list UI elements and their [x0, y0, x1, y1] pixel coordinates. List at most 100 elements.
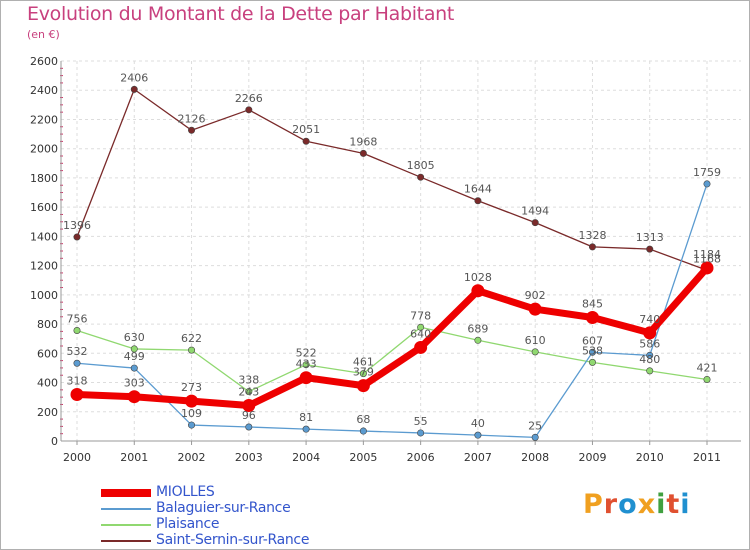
data-point-saint-sernin-sur-rance	[531, 219, 539, 227]
data-label-miolles: 1028	[464, 271, 492, 284]
data-point-saint-sernin-sur-rance	[417, 173, 425, 181]
data-point-miolles	[585, 311, 599, 324]
data-point-saint-sernin-sur-rance	[130, 85, 138, 93]
data-label-balaguier-sur-rance: 81	[299, 411, 313, 424]
data-point-miolles	[471, 284, 485, 298]
data-point-miolles	[528, 302, 542, 316]
data-label-miolles: 379	[353, 366, 374, 379]
data-label-saint-sernin-sur-rance: 1494	[521, 205, 549, 218]
data-label-balaguier-sur-rance: 532	[67, 345, 88, 358]
x-tick-label: 2002	[178, 451, 206, 464]
data-label-saint-sernin-sur-rance: 1805	[407, 159, 435, 172]
x-tick-label: 2005	[349, 451, 377, 464]
y-tick-label: 200	[37, 406, 58, 419]
label-layer: 1396 2406 2126 2266 2051 1968 1805 1644 1494 1328…	[63, 71, 721, 432]
chart-title: Evolution du Montant de la Dette par Hab…	[27, 3, 455, 25]
data-point-balaguier-sur-rance	[302, 425, 310, 433]
data-point-balaguier-sur-rance	[130, 364, 138, 372]
data-point-miolles	[127, 390, 141, 404]
data-label-saint-sernin-sur-rance: 1328	[578, 229, 606, 242]
data-point-balaguier-sur-rance	[646, 351, 654, 359]
chart-subtitle: (en €)	[27, 28, 60, 41]
data-point-plaisance	[588, 358, 596, 366]
legend-label-miolles: MIOLLES	[156, 484, 215, 500]
x-tick-label: 2010	[636, 451, 664, 464]
data-point-plaisance	[130, 345, 138, 353]
y-tick-label: 800	[37, 318, 58, 331]
data-point-plaisance	[703, 375, 711, 383]
data-label-balaguier-sur-rance: 25	[528, 419, 542, 432]
data-point-plaisance	[474, 336, 482, 344]
y-tick-label: 1000	[30, 289, 58, 302]
data-label-plaisance: 480	[639, 353, 660, 366]
data-label-plaisance: 522	[296, 347, 317, 360]
data-point-miolles	[643, 326, 657, 340]
data-point-plaisance	[73, 327, 81, 335]
data-label-saint-sernin-sur-rance: 2406	[120, 71, 148, 84]
data-label-plaisance: 622	[181, 332, 202, 345]
y-tick-label: 0	[51, 435, 58, 448]
data-point-balaguier-sur-rance	[703, 180, 711, 188]
line-chart: 0 200 400 600 800 1000 1200 1400 1600 1800 2000 220…	[30, 55, 741, 464]
data-label-miolles: 318	[67, 375, 88, 388]
data-label-saint-sernin-sur-rance: 2126	[178, 112, 206, 125]
data-label-plaisance: 421	[697, 361, 718, 374]
x-tick-label: 2003	[235, 451, 263, 464]
y-tick-label: 1600	[30, 201, 58, 214]
legend-swatch-miolles	[101, 489, 151, 497]
data-label-balaguier-sur-rance: 499	[124, 350, 145, 363]
data-label-plaisance: 338	[238, 374, 259, 387]
x-tick-label: 2008	[521, 451, 549, 464]
data-label-plaisance: 538	[582, 344, 603, 357]
data-label-plaisance: 461	[353, 356, 374, 369]
data-point-saint-sernin-sur-rance	[474, 197, 482, 205]
data-point-miolles	[242, 398, 256, 412]
data-point-saint-sernin-sur-rance	[646, 245, 654, 253]
data-label-plaisance: 689	[467, 322, 488, 335]
data-point-balaguier-sur-rance	[531, 433, 539, 441]
data-label-plaisance: 778	[410, 309, 431, 322]
x-tick-label: 2004	[292, 451, 320, 464]
data-label-miolles: 740	[639, 313, 660, 326]
x-tick-label: 2009	[578, 451, 606, 464]
data-point-miolles	[356, 379, 370, 393]
data-point-miolles	[414, 340, 428, 354]
data-point-balaguier-sur-rance	[245, 423, 253, 431]
data-label-balaguier-sur-rance: 40	[471, 417, 485, 430]
legend-swatch-plaisance	[101, 524, 151, 526]
data-point-miolles	[70, 388, 84, 402]
y-tick-label: 400	[37, 377, 58, 390]
y-tick-label: 1400	[30, 230, 58, 243]
legend-label-balaguier: Balaguier-sur-Rance	[156, 500, 291, 516]
series-layer	[70, 85, 714, 441]
data-label-balaguier-sur-rance: 607	[582, 334, 603, 347]
legend-label-saint-sernin: Saint-Sernin-sur-Rance	[156, 532, 310, 548]
data-label-miolles: 1184	[693, 248, 721, 261]
x-tick-label: 2011	[693, 451, 721, 464]
y-tick-label: 2600	[30, 55, 58, 68]
data-point-saint-sernin-sur-rance	[188, 126, 196, 134]
data-point-saint-sernin-sur-rance	[245, 106, 253, 114]
data-label-saint-sernin-sur-rance: 1644	[464, 183, 492, 196]
data-label-miolles: 902	[525, 289, 546, 302]
y-tick-label: 1200	[30, 260, 58, 273]
data-point-plaisance	[417, 323, 425, 331]
data-label-miolles: 243	[238, 385, 259, 398]
legend-label-plaisance: Plaisance	[156, 516, 220, 532]
data-point-balaguier-sur-rance	[417, 429, 425, 437]
data-point-plaisance	[302, 361, 310, 369]
data-label-saint-sernin-sur-rance: 1168	[693, 252, 721, 265]
data-point-saint-sernin-sur-rance	[359, 149, 367, 157]
data-point-miolles	[185, 394, 199, 408]
x-tick-label: 2001	[120, 451, 148, 464]
data-point-balaguier-sur-rance	[359, 427, 367, 435]
data-label-balaguier-sur-rance: 55	[414, 415, 428, 428]
data-label-balaguier-sur-rance: 109	[181, 407, 202, 420]
axis-layer: 0 200 400 600 800 1000 1200 1400 1600 1800 2000 220…	[30, 55, 741, 464]
data-label-plaisance: 610	[525, 334, 546, 347]
legend-swatch-balaguier	[101, 508, 151, 510]
data-label-balaguier-sur-rance: 68	[356, 413, 370, 426]
data-label-saint-sernin-sur-rance: 1313	[636, 231, 664, 244]
data-label-saint-sernin-sur-rance: 1968	[349, 135, 377, 148]
data-point-plaisance	[531, 348, 539, 356]
